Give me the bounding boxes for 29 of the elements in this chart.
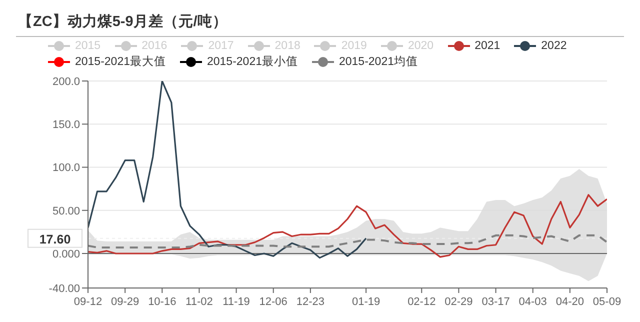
line-series bbox=[88, 81, 367, 259]
y-tick-label: 100.0 bbox=[52, 162, 80, 174]
x-tick-label: 01-19 bbox=[352, 296, 380, 308]
legend-label: 2021 bbox=[474, 40, 500, 52]
line-series bbox=[88, 234, 607, 248]
x-tick-label: 10-16 bbox=[148, 296, 176, 308]
x-tick-label: 04-20 bbox=[556, 296, 584, 308]
y-tick-label: 0.000 bbox=[52, 248, 80, 260]
x-tick-label: 03-17 bbox=[482, 296, 510, 308]
x-tick-label: 09-29 bbox=[111, 296, 140, 308]
y-tick-label: 200.0 bbox=[52, 76, 80, 88]
x-tick-label: 04-03 bbox=[518, 296, 547, 308]
x-tick-label: 02-12 bbox=[408, 296, 436, 308]
x-tick-label: 12-06 bbox=[259, 296, 288, 308]
legend-label: 2015-2021最小值 bbox=[207, 54, 298, 69]
x-tick-label: 09-12 bbox=[74, 296, 102, 308]
ref-line-label: 17.60 bbox=[39, 232, 71, 246]
y-tick-label: 150.0 bbox=[52, 119, 80, 132]
x-tick-label: 11-19 bbox=[222, 296, 250, 308]
y-tick-label: -40.00 bbox=[48, 282, 80, 295]
y-tick-label: 50.00 bbox=[52, 205, 80, 218]
legend-label: 2015-2021最大值 bbox=[75, 54, 166, 69]
legend-label: 2022 bbox=[541, 40, 567, 52]
x-tick-label: 02-29 bbox=[444, 296, 473, 308]
x-tick-label: 12-23 bbox=[296, 296, 324, 308]
legend-label: 2015-2021均值 bbox=[339, 54, 418, 69]
x-tick-label: 05-09 bbox=[592, 296, 622, 308]
chart-title: 【ZC】动力煤5-9月差（元/吨） bbox=[18, 12, 228, 31]
x-tick-label: 11-02 bbox=[186, 296, 213, 308]
